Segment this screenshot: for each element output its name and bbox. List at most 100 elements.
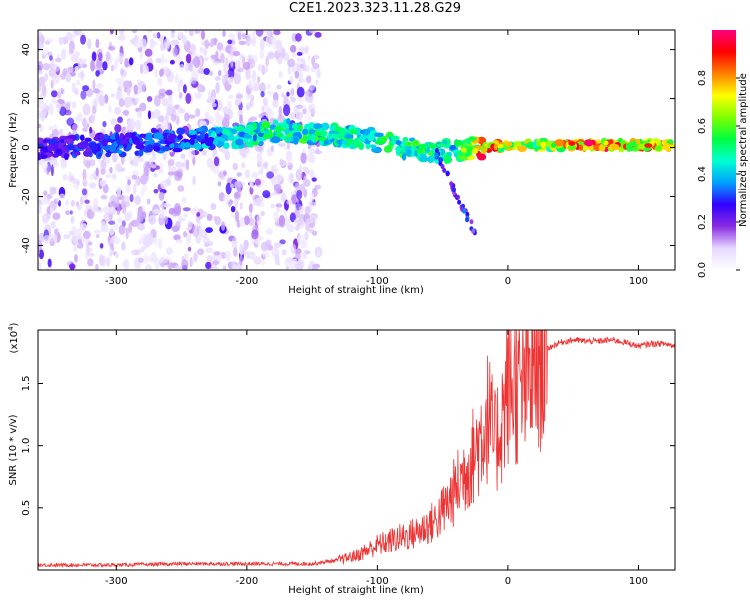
spectrogram-ridge-cell (131, 136, 139, 142)
spectrogram-cell (160, 121, 169, 133)
spectrogram-cell (251, 172, 259, 180)
spectrogram-x-ticks: -300 -200 -100 0 100 (105, 30, 648, 287)
spectrogram-cell (223, 170, 227, 176)
spectrogram-cell (138, 238, 145, 245)
spectrogram-cell (278, 105, 283, 118)
spectrogram-cell (138, 257, 145, 263)
spectrogram-ridge-cell (416, 148, 423, 154)
spectrogram-ridge-cell (153, 145, 161, 152)
spectrogram-cell (43, 190, 48, 196)
spectrogram-cell (276, 44, 283, 54)
spectrogram-cell (260, 161, 264, 173)
spectrogram-cell (206, 157, 214, 169)
spectrogram-cell (222, 106, 229, 114)
spectrogram-cell (227, 68, 235, 80)
colorbar-tick-label: 0.4 (697, 166, 708, 182)
spectrogram-cell (233, 72, 242, 85)
spectrogram-ridge-cell (374, 140, 385, 145)
spectrogram-cell (38, 76, 46, 86)
spectrogram-cell (270, 203, 275, 209)
spectrogram-cell (183, 230, 188, 238)
spectrogram-cell (229, 46, 238, 52)
spectrogram-cell (74, 50, 81, 57)
spectrogram-cell (266, 30, 272, 35)
spectrogram-cell (46, 193, 53, 200)
snr-x-axis-label: Height of straight line (km) (288, 585, 424, 596)
spectrogram-cell (248, 251, 256, 260)
spectrogram-cell (304, 91, 310, 96)
spectrogram-cell (227, 100, 232, 110)
spectrogram-cell (179, 63, 185, 72)
spectrogram-cell (289, 75, 294, 84)
spectrogram-cell (293, 258, 297, 264)
spectrogram-cell (273, 164, 278, 174)
spectrogram-cell (241, 32, 247, 40)
spectrogram-cell (106, 256, 111, 267)
spectrogram-cell (51, 98, 58, 105)
spectrogram-cell (68, 173, 74, 180)
spectrogram-cell (286, 154, 293, 166)
spectrogram-cell (201, 210, 209, 217)
spectrogram-cell (256, 236, 265, 241)
spectrogram-tail-cell (471, 228, 476, 234)
spectrogram-cell (147, 255, 154, 263)
spectrogram-cell (142, 64, 149, 75)
snr-plot-area (38, 330, 675, 570)
spectrogram-ridge-cell (371, 147, 381, 153)
spectrogram-cell (137, 109, 143, 118)
spectrogram-cell (88, 173, 94, 181)
spectrogram-cell (183, 253, 189, 260)
spectrogram-cell (109, 251, 113, 257)
spectrogram-cell (239, 147, 246, 157)
spectrogram-cell (81, 188, 88, 196)
spectrogram-cell (238, 40, 247, 45)
spectrogram-cell (262, 66, 269, 73)
spectrogram-cell (262, 190, 271, 199)
spectrogram-cell (289, 112, 296, 120)
spectrogram-ridge-cell (286, 136, 291, 143)
spectrogram-cell (190, 77, 197, 85)
spectrogram-cell (228, 202, 232, 208)
snr-y-scale-label: (x104) (7, 322, 20, 353)
spectrogram-cell (125, 227, 129, 240)
spectrogram-cell (107, 45, 116, 51)
spectrogram-ridge-cell (103, 133, 109, 140)
spectrogram-cell (246, 94, 253, 99)
colorbar-ticks: 0.0 0.2 0.4 0.6 0.8 (697, 70, 740, 278)
spectrogram-cell (294, 70, 300, 79)
spectrogram-cell (278, 215, 286, 227)
spectrogram-ridge-cell (297, 124, 303, 132)
spectrogram-ridge-cell (148, 139, 155, 145)
spectrogram-cell (304, 45, 309, 55)
spectrogram-cell (122, 204, 127, 215)
spectrogram-cell (244, 217, 251, 224)
spectrogram-cell (272, 41, 277, 50)
spectrogram-cell (85, 160, 91, 169)
spectrogram-cell (114, 124, 122, 133)
spectrogram-cell (56, 196, 60, 202)
spectrogram-cell (178, 215, 183, 224)
spectrogram-cell (316, 69, 321, 79)
spectrogram-cell (171, 225, 180, 233)
spectrogram-cell (82, 85, 90, 92)
snr-x-tick-label: 0 (505, 576, 511, 587)
spectrogram-cell (52, 212, 61, 221)
spectrogram-cell (120, 154, 125, 165)
spectrogram-cell (60, 88, 64, 95)
spectrogram-ridge-cell (188, 129, 197, 136)
spectrogram-cell (132, 155, 139, 168)
spectrogram-ridge-cell (153, 132, 163, 140)
spectrogram-cell (38, 203, 42, 214)
spectrogram-ridge-cell (47, 144, 54, 152)
spectrogram-cell (221, 221, 226, 231)
spectrogram-cell (82, 103, 91, 116)
spectrogram-cell (276, 84, 282, 90)
spectrogram-ridge-cell (317, 136, 327, 142)
spectrogram-cell (208, 41, 215, 47)
spectrogram-cell (152, 151, 156, 161)
spectrogram-cell (70, 215, 75, 224)
spectrogram-cell (38, 249, 45, 260)
spectrogram-cell (139, 102, 147, 112)
spectrogram-cell (98, 94, 105, 106)
spectrogram-cell (84, 199, 90, 204)
